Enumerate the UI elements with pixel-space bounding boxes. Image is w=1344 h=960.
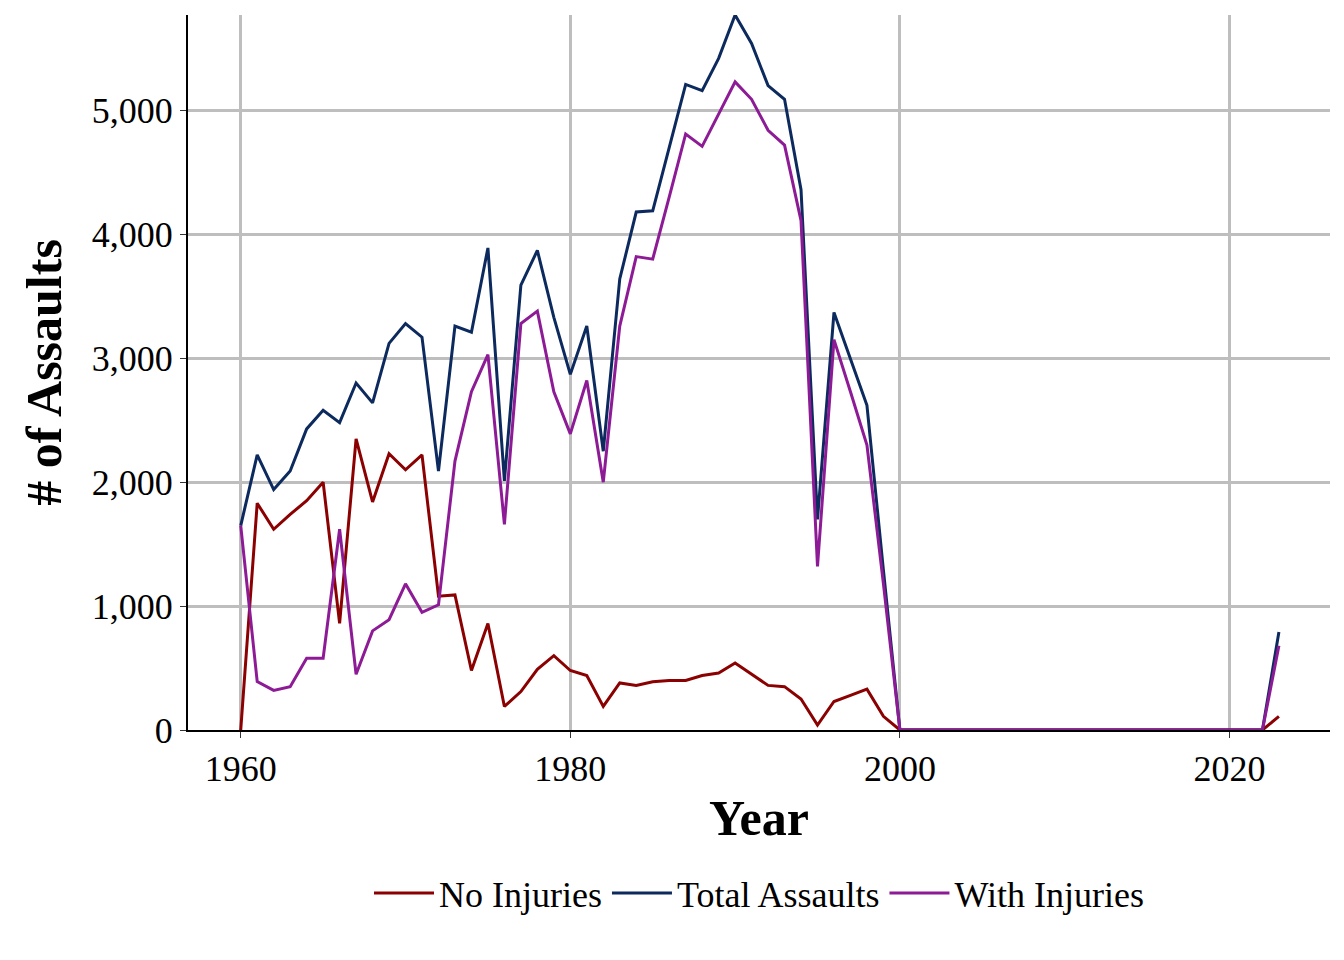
svg-text:1980: 1980: [534, 749, 606, 789]
svg-text:With Injuries: With Injuries: [954, 875, 1144, 915]
svg-text:No Injuries: No Injuries: [439, 875, 602, 915]
svg-text:Total Assaults: Total Assaults: [677, 875, 879, 915]
svg-text:3,000: 3,000: [92, 339, 173, 379]
svg-text:4,000: 4,000: [92, 215, 173, 255]
svg-text:1960: 1960: [205, 749, 277, 789]
svg-text:2000: 2000: [864, 749, 936, 789]
svg-text:2020: 2020: [1193, 749, 1265, 789]
svg-text:0: 0: [155, 711, 173, 751]
svg-text:1,000: 1,000: [92, 587, 173, 627]
svg-text:Year: Year: [709, 790, 809, 846]
svg-text:2,000: 2,000: [92, 463, 173, 503]
svg-text:5,000: 5,000: [92, 91, 173, 131]
svg-text:# of Assaults: # of Assaults: [16, 239, 72, 506]
